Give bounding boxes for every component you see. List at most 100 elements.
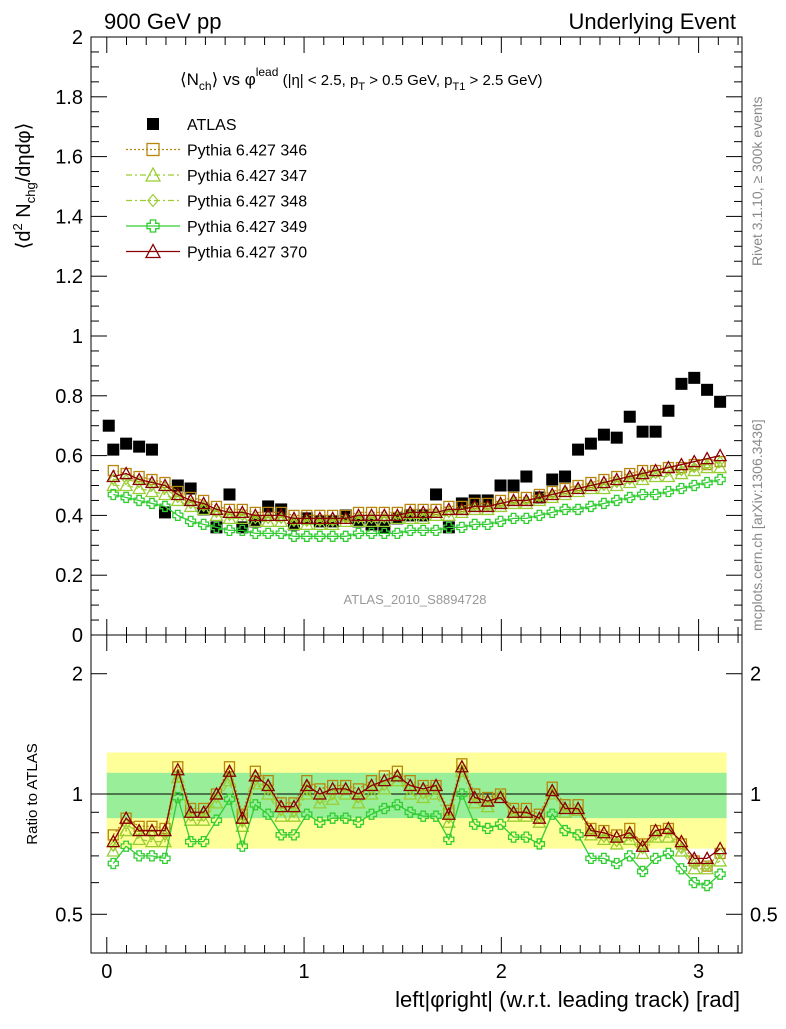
data-point-p347 [687,463,702,477]
data-point-atlas [249,515,262,528]
data-point-p346 [275,506,287,519]
ratio-point-p348 [185,810,196,823]
data-point-p370 [403,505,418,519]
data-point-p370 [132,472,147,486]
data-point-p370 [454,502,469,516]
ratio-y-tick-label-right: 1 [750,784,761,806]
ratio-point-p349 [197,835,210,848]
ratio-point-p348 [198,810,209,823]
ratio-point-p348 [224,769,235,782]
data-point-p370 [467,499,482,513]
ratio-point-p349 [249,799,261,811]
ratio-point-p370 [106,834,121,848]
data-point-p346 [262,506,274,519]
data-point-p348 [315,515,325,528]
ratio-point-p349 [210,814,223,826]
data-point-p348 [676,464,687,477]
data-point-p370 [209,502,224,516]
ratio-point-p347 [351,795,366,809]
data-point-p349 [352,527,365,539]
data-point-p370 [441,502,456,516]
data-point-atlas [133,440,146,453]
main-y-tick-label: 2 [72,27,83,49]
ratio-point-p370 [299,778,314,792]
data-point-atlas [675,377,688,390]
data-point-p370 [274,508,289,522]
ratio-point-p370 [235,810,250,824]
data-point-p346 [572,479,584,492]
data-point-p348 [444,506,454,519]
ratio-point-p348 [276,804,286,817]
ratio-series [106,758,728,892]
data-point-atlas [701,383,714,396]
ratio-point-p349 [391,799,404,811]
data-point-p348 [134,476,144,489]
ratio-point-p349 [107,857,119,870]
ratio-point-p346 [520,802,533,815]
ratio-point-p349 [340,812,352,824]
data-point-p349 [223,524,236,536]
main-y-tick-label: 1.6 [55,147,83,169]
data-point-p349 [210,521,223,534]
data-point-p348 [237,509,248,522]
data-point-p348 [663,464,674,477]
data-point-p346 [494,494,507,507]
data-point-p349 [533,509,546,522]
ratio-point-p349 [133,850,145,862]
data-point-p349 [340,530,352,542]
data-point-p370 [713,448,728,462]
data-point-p349 [249,527,261,539]
ratio-point-p349 [636,865,649,878]
data-point-p370 [119,466,134,480]
data-point-p346 [197,494,210,507]
data-point-atlas [597,428,610,441]
data-point-atlas [262,500,275,513]
data-point-atlas [559,470,572,483]
ratio-point-p348 [379,779,390,792]
ratio-point-p370 [274,799,289,813]
data-point-p347 [661,469,676,483]
data-point-p370 [532,490,547,504]
data-point-p349 [598,497,610,510]
main-y-tick-label: 0.6 [55,446,83,468]
ratio-point-p347 [132,831,147,846]
data-point-p349 [636,488,649,501]
data-point-p370 [196,496,211,510]
ratio-point-p348 [637,842,648,855]
ratio-point-p348 [353,791,364,804]
ratio-point-p348 [237,816,248,829]
data-point-p346 [469,497,481,510]
ratio-point-p348 [263,782,273,795]
data-point-p347 [428,508,444,522]
ratio-point-p347 [687,861,702,875]
data-point-p349 [714,473,726,486]
data-point-p347 [480,502,495,516]
ratio-point-p349 [159,852,171,865]
ratio-point-p348 [431,782,441,795]
ratio-point-p349 [404,806,416,818]
data-point-p348 [715,455,725,468]
ratio-y-axis-title: Ratio to ATLAS [24,743,41,844]
data-point-p348 [185,497,196,510]
ratio-point-p370 [622,825,637,839]
data-point-p346 [430,503,442,516]
ratio-point-p347 [312,795,327,809]
data-point-p370 [493,496,508,510]
legend-label-p370: Pythia 6.427 370 [187,245,307,262]
ratio-point-p349 [223,793,236,805]
legend-marker-p347 [144,166,162,182]
ratio-point-p349 [585,852,597,865]
main-y-tick-label: 0.2 [55,565,83,587]
ratio-point-p346 [107,829,119,841]
data-point-p346 [443,500,455,513]
data-point-atlas [171,479,184,492]
main-y-tick-label: 1.8 [55,87,83,109]
data-point-p346 [107,464,119,477]
ratio-point-p349 [120,840,132,852]
data-point-atlas [623,410,636,423]
ratio-point-p349 [546,808,558,820]
ratio-point-p346 [482,791,494,804]
data-point-p346 [223,503,236,516]
data-point-p348 [379,512,390,525]
data-point-p346 [482,497,494,510]
